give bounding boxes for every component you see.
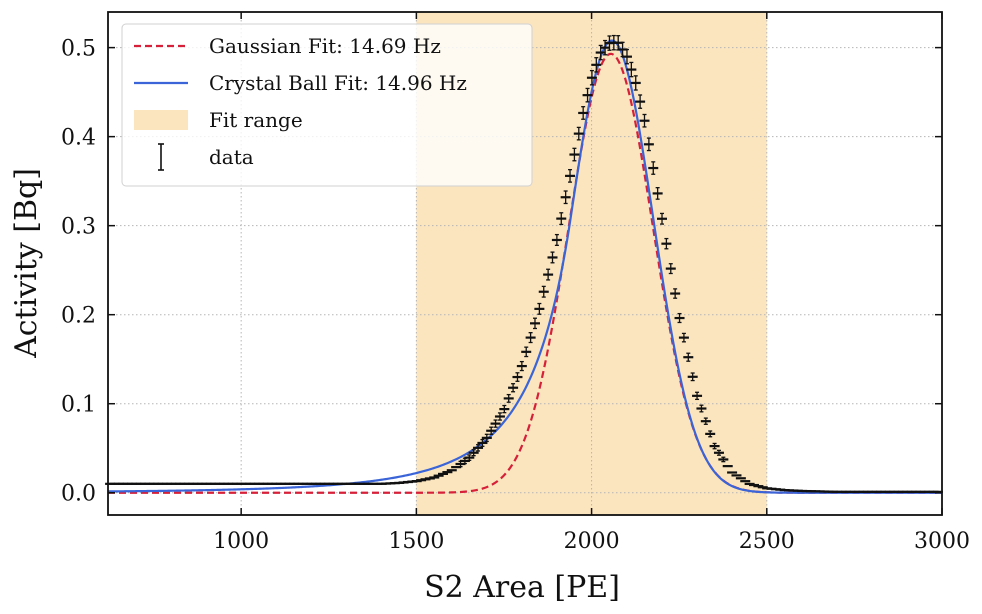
y-axis-title: Activity [Bq] <box>9 168 44 359</box>
legend-label: Fit range <box>209 108 303 132</box>
x-tick-label: 1500 <box>388 529 444 554</box>
legend-label: data <box>209 145 254 169</box>
legend-frame <box>121 23 533 187</box>
legend-label: Gaussian Fit: 14.69 Hz <box>209 34 441 58</box>
legend: Gaussian Fit: 14.69 Hz Crystal Ball Fit: … <box>121 23 533 187</box>
legend-handle-fit-range <box>134 110 188 130</box>
plot-frame <box>107 11 943 516</box>
y-tick-label: 0.4 <box>61 126 96 151</box>
x-tick-label: 1000 <box>213 529 269 554</box>
x-tick-label: 2500 <box>739 529 795 554</box>
legend-label: Crystal Ball Fit: 14.96 Hz <box>209 71 467 95</box>
x-tick-label: 2000 <box>564 529 620 554</box>
y-tick-label: 0.3 <box>61 215 96 240</box>
y-tick-label: 0.0 <box>61 482 96 507</box>
data-layer <box>105 34 943 493</box>
x-axis-title: S2 Area [PE] <box>424 570 620 605</box>
crystal-ball-fit-line <box>107 39 942 494</box>
series-layer <box>107 39 942 494</box>
y-tick-label: 0.2 <box>61 304 96 329</box>
x-tick-label: 3000 <box>914 529 970 554</box>
tick-layer: 1000 1500 2000 2500 3000 0.0 0.1 0.2 0.3 0.4 0.5 <box>61 12 970 554</box>
y-tick-label: 0.5 <box>61 37 96 62</box>
y-tick-label: 0.1 <box>61 393 96 418</box>
